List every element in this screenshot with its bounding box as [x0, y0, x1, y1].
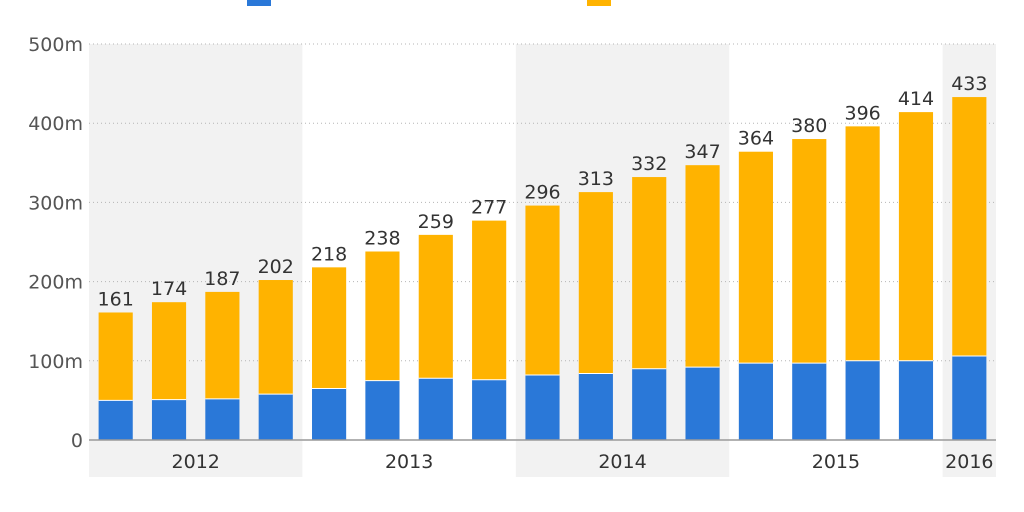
bar-segment-orange	[312, 267, 347, 389]
x-axis: 2012 2013 2014 2015 2016	[89, 439, 996, 473]
total-label: 218	[311, 243, 347, 265]
year-label: 2012	[172, 451, 220, 473]
total-label: 238	[364, 228, 400, 250]
total-label: 414	[898, 88, 934, 110]
y-tick-label: 0	[71, 430, 83, 452]
bar-segment-blue	[418, 378, 453, 440]
total-label: 396	[844, 102, 880, 124]
bar-segment-blue	[525, 375, 560, 440]
bar-segment-orange	[98, 312, 133, 401]
bar-segment-orange	[151, 302, 187, 400]
total-label: 347	[684, 141, 720, 163]
y-axis: 0 100m 200m 300m 400m 500m	[28, 34, 83, 452]
total-label: 332	[631, 153, 667, 175]
bar-segment-blue	[738, 363, 773, 440]
bar-segment-orange	[792, 139, 827, 364]
y-tick-label: 300m	[28, 192, 83, 214]
total-label: 313	[578, 168, 614, 190]
bar-segment-blue	[845, 360, 880, 440]
total-label: 296	[524, 182, 560, 204]
bar-segment-orange	[898, 112, 934, 361]
y-tick-label: 500m	[28, 34, 83, 56]
bar-segment-orange	[578, 192, 613, 374]
bar-segment-blue	[151, 399, 187, 440]
total-label: 202	[258, 256, 294, 278]
bar-segment-blue	[205, 398, 240, 440]
y-tick-label: 200m	[28, 272, 83, 294]
y-tick-label: 100m	[28, 351, 83, 373]
total-label: 364	[738, 128, 774, 150]
bar-segment-orange	[365, 251, 400, 381]
bar-segment-orange	[845, 126, 880, 361]
bar-segment-blue	[98, 400, 133, 440]
total-label: 187	[204, 268, 240, 290]
bar-segment-blue	[898, 360, 934, 440]
bar-segment-orange	[258, 280, 293, 395]
bar-segment-orange	[738, 151, 773, 364]
bar-segment-orange	[472, 220, 507, 380]
total-label: 380	[791, 115, 827, 137]
bar-segment-orange	[952, 97, 987, 357]
bar-segment-blue	[365, 380, 400, 440]
total-label: 277	[471, 197, 507, 219]
bar-segment-blue	[258, 394, 293, 440]
bar-segment-blue	[952, 356, 987, 440]
bar-segment-blue	[312, 388, 347, 440]
bar-segment-orange	[205, 291, 240, 399]
year-label: 2013	[385, 451, 433, 473]
total-label: 259	[418, 211, 454, 233]
data-labels: 161 174 187 202 218 238 259 277 296 313 332 347 364 3…	[98, 73, 988, 310]
bar-segment-orange	[525, 205, 560, 376]
year-label: 2015	[812, 451, 860, 473]
total-label: 174	[151, 278, 187, 300]
bar-segment-orange	[685, 165, 720, 368]
bar-segment-blue	[632, 368, 667, 440]
legend-swatch	[247, 0, 271, 6]
legend-swatch	[587, 0, 611, 6]
total-label: 161	[98, 288, 134, 310]
total-label: 433	[951, 73, 987, 95]
legend	[247, 0, 611, 6]
bar-segment-orange	[418, 234, 453, 379]
y-tick-label: 400m	[28, 113, 83, 135]
bar-segment-blue	[578, 373, 613, 440]
bars	[98, 97, 987, 440]
year-label: 2014	[598, 451, 646, 473]
year-label: 2016	[945, 451, 993, 473]
bar-segment-blue	[685, 367, 720, 440]
bar-segment-blue	[792, 363, 827, 440]
bar-segment-orange	[632, 177, 667, 369]
bar-segment-blue	[472, 379, 507, 440]
